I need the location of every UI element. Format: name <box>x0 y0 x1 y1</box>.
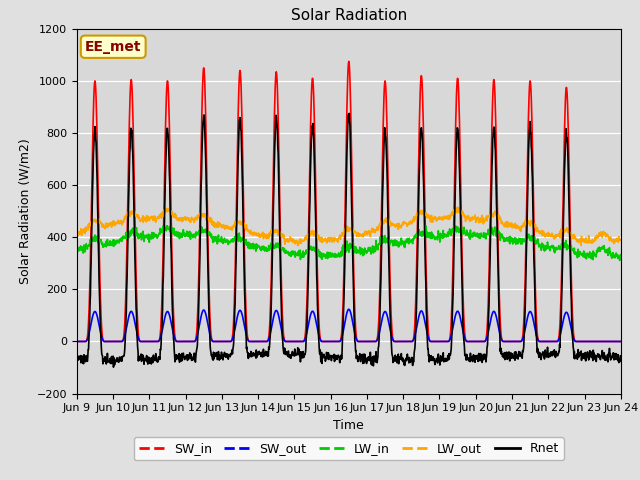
Line: SW_in: SW_in <box>77 61 620 341</box>
LW_out <box>616 238 624 243</box>
LW_in <box>255 243 262 249</box>
LW_out <box>505 221 513 227</box>
SW_in <box>194 310 202 316</box>
Rnet <box>181 357 189 362</box>
Rnet <box>553 351 561 357</box>
SW_out <box>255 338 262 344</box>
Title: Solar Radiation: Solar Radiation <box>291 9 407 24</box>
LW_in <box>433 234 441 240</box>
SW_out <box>552 338 560 344</box>
SW_out <box>345 306 353 312</box>
LW_out <box>255 230 262 236</box>
SW_in <box>345 59 353 64</box>
LW_out <box>180 215 188 221</box>
SW_out <box>180 338 188 344</box>
LW_in <box>552 244 560 250</box>
SW_out <box>73 338 81 344</box>
LW_in <box>504 238 512 244</box>
Line: LW_in: LW_in <box>77 226 620 261</box>
SW_in <box>504 338 512 344</box>
Rnet <box>434 360 442 366</box>
Line: LW_out: LW_out <box>77 207 620 246</box>
X-axis label: Time: Time <box>333 419 364 432</box>
Line: Rnet: Rnet <box>77 113 620 367</box>
SW_out <box>504 338 512 344</box>
LW_in <box>450 223 458 228</box>
SW_in <box>73 338 81 344</box>
LW_out <box>294 243 301 249</box>
Text: EE_met: EE_met <box>85 40 141 54</box>
LW_in <box>73 244 81 250</box>
Rnet <box>73 351 81 357</box>
SW_in <box>433 338 441 344</box>
Line: SW_out: SW_out <box>77 309 620 341</box>
SW_in <box>616 338 624 344</box>
Y-axis label: Solar Radiation (W/m2): Solar Radiation (W/m2) <box>18 138 31 284</box>
SW_in <box>180 338 188 344</box>
SW_out <box>433 338 441 344</box>
Rnet <box>616 353 624 359</box>
Legend: SW_in, SW_out, LW_in, LW_out, Rnet: SW_in, SW_out, LW_in, LW_out, Rnet <box>134 437 564 460</box>
Rnet <box>194 325 202 331</box>
Rnet <box>346 110 353 116</box>
SW_in <box>255 338 262 344</box>
LW_in <box>616 252 624 258</box>
LW_in <box>194 229 202 235</box>
LW_out <box>73 231 81 237</box>
Rnet <box>505 355 513 361</box>
Rnet <box>109 364 117 370</box>
SW_in <box>552 338 560 344</box>
SW_out <box>616 338 624 344</box>
SW_out <box>194 331 202 336</box>
LW_out <box>454 204 461 210</box>
LW_in <box>616 258 623 264</box>
LW_in <box>180 233 188 239</box>
LW_out <box>553 234 561 240</box>
LW_out <box>194 213 202 218</box>
Rnet <box>255 349 263 355</box>
LW_out <box>433 217 441 223</box>
